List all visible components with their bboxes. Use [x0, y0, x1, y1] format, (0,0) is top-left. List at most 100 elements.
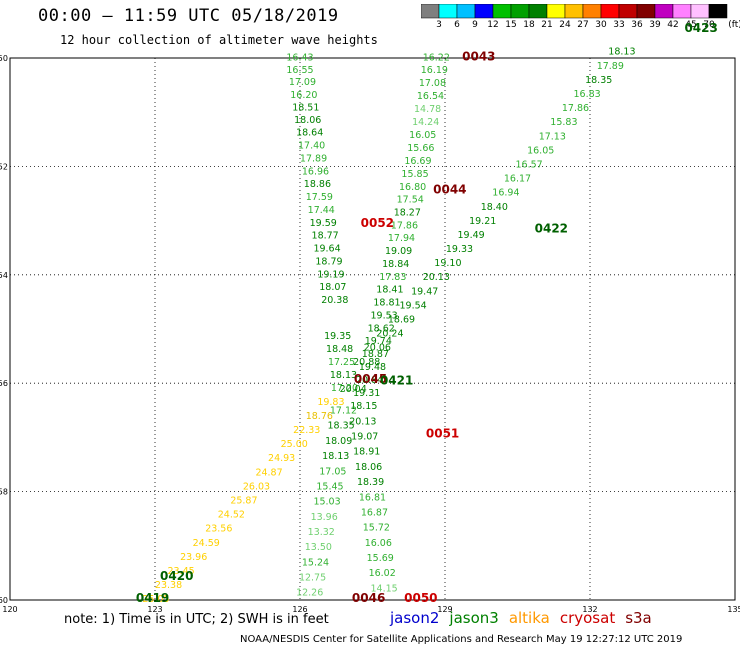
wave-height-value: 24.87: [255, 467, 282, 478]
wave-height-value: 14.15: [370, 583, 397, 594]
wave-height-value: 16.69: [404, 156, 431, 167]
wave-height-value: 18.69: [388, 314, 415, 325]
wave-height-value: 20.84: [356, 375, 383, 386]
wave-height-value: 17.86: [391, 221, 418, 232]
wave-height-value: 25.05: [142, 594, 169, 605]
x-tick-label: 126: [292, 605, 307, 614]
wave-height-value: 16.22: [423, 53, 450, 64]
wave-height-value: 17.94: [388, 233, 415, 244]
wave-height-value: 18.35: [585, 75, 612, 86]
wave-height-value: 22.33: [293, 425, 320, 436]
colorbar-label: 42: [667, 20, 679, 30]
wave-height-value: 17.89: [300, 154, 327, 165]
wave-height-value: 18.79: [315, 257, 342, 268]
wave-height-value: 17.44: [308, 205, 335, 216]
colorbar-label: 70: [703, 20, 715, 30]
wave-height-value: 17.83: [379, 272, 406, 283]
wave-height-value: 16.55: [286, 65, 313, 76]
colorbar-label: 45: [685, 20, 697, 30]
wave-height-value: 14.78: [414, 104, 441, 115]
colorbar-label: 12: [487, 20, 499, 30]
legend-item-jason3: jason3: [449, 609, 499, 627]
legend-item-altika: altika: [508, 609, 550, 627]
colorbar-label: 36: [631, 20, 643, 30]
colorbar-unit: (ft): [728, 20, 740, 30]
wave-height-value: 18.15: [350, 401, 377, 412]
wave-height-value: 16.94: [492, 188, 519, 199]
colorbar-label: 24: [559, 20, 571, 30]
wave-height-value: 17.05: [319, 466, 346, 477]
wave-height-value: 17.09: [289, 77, 316, 88]
wave-height-value: 19.19: [317, 270, 344, 281]
wave-height-value: 19.54: [399, 300, 426, 311]
y-tick-label: -54: [0, 271, 8, 280]
wave-height-value: 20.88: [353, 357, 380, 368]
wave-height-value: 20.06: [364, 343, 391, 354]
wave-height-value: 16.06: [365, 538, 392, 549]
colorbar-label: 21: [541, 20, 553, 30]
wave-height-value: 16.87: [361, 507, 388, 518]
wave-height-value: 19.21: [469, 216, 496, 227]
x-tick-label: 123: [147, 605, 162, 614]
wave-height-value: 16.96: [302, 167, 329, 178]
wave-height-value: 23.56: [205, 524, 232, 535]
wave-height-value: 16.83: [573, 89, 600, 100]
wave-height-value: 18.86: [304, 179, 331, 190]
wave-height-value: 18.64: [296, 128, 323, 139]
wave-height-value: 19.48: [359, 362, 386, 373]
wave-height-value: 19.10: [434, 258, 461, 269]
wave-height-value: 18.09: [325, 436, 352, 447]
wave-height-value: 24.93: [268, 453, 295, 464]
legend-item-jason2: jason2: [390, 609, 440, 627]
wave-height-value: 18.13: [322, 451, 349, 462]
wave-height-value: 18.39: [357, 477, 384, 488]
wave-height-value: 15.66: [407, 143, 434, 154]
wave-height-value: 15.69: [367, 553, 394, 564]
wave-height-value: 19.59: [310, 218, 337, 229]
wave-height-value: 16.02: [369, 568, 396, 579]
wave-height-value: 18.91: [353, 447, 380, 458]
wave-height-value: 16.05: [409, 130, 436, 141]
wave-height-value: 18.81: [373, 298, 400, 309]
wave-height-value: 18.35: [327, 421, 354, 432]
pass-time-label: 0043: [462, 50, 495, 64]
wave-height-value: 19.35: [324, 331, 351, 342]
wave-height-value: 19.31: [353, 388, 380, 399]
colorbar-label: 6: [454, 20, 460, 30]
wave-height-value: 24.59: [193, 538, 220, 549]
wave-height-value: 20.13: [423, 272, 450, 283]
wave-height-value: 18.87: [362, 349, 389, 360]
colorbar: [421, 4, 728, 19]
pass-time-label: 0045: [354, 372, 387, 386]
wave-height-value: 17.54: [397, 195, 424, 206]
colorbar-label: 30: [595, 20, 607, 30]
wave-height-value: 16.43: [286, 53, 313, 64]
wave-height-value: 19.74: [365, 336, 392, 347]
colorbar-swatch: [708, 4, 728, 19]
legend-item-s3a: s3a: [625, 609, 652, 627]
pass-time-label: 0046: [352, 591, 385, 605]
wave-height-value: 19.33: [446, 244, 473, 255]
wave-height-value: 13.96: [311, 512, 338, 523]
satellite-legend: jason2 jason3 altika cryosat s3a: [390, 609, 662, 627]
wave-height-value: 16.80: [399, 182, 426, 193]
pass-time-label: 0051: [426, 426, 459, 440]
wave-height-value: 23.45: [167, 566, 194, 577]
wave-height-value: 13.32: [308, 527, 335, 538]
wave-height-value: 17.13: [539, 131, 566, 142]
wave-height-value: 18.13: [330, 370, 357, 381]
wave-height-value: 18.62: [368, 324, 395, 335]
wave-height-value: 15.83: [550, 117, 577, 128]
wave-height-value: 19.64: [313, 243, 340, 254]
x-tick-label: 129: [437, 605, 452, 614]
wave-height-value: 19.09: [385, 246, 412, 257]
wave-height-value: 15.03: [313, 497, 340, 508]
wave-height-value: 13.50: [305, 542, 332, 553]
colorbar-label: 18: [523, 20, 535, 30]
pass-time-label: 0422: [535, 222, 568, 236]
wave-height-value: 17.59: [306, 192, 333, 203]
wave-height-value: 18.51: [292, 103, 319, 114]
pass-time-label: 0044: [433, 183, 466, 197]
